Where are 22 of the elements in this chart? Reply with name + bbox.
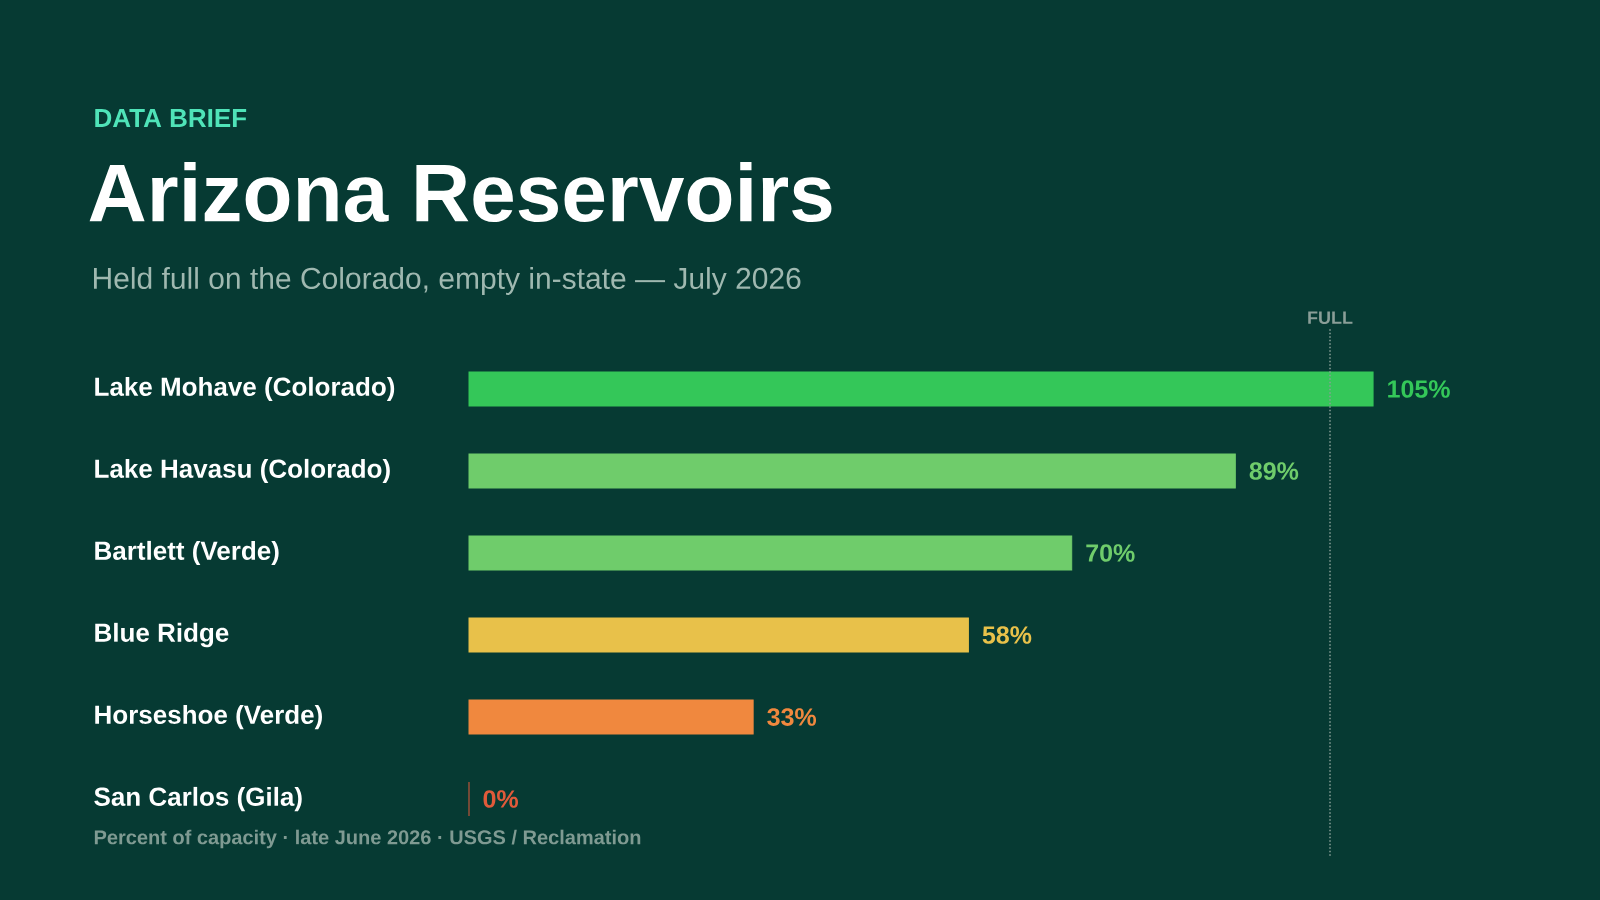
data-label: 70% [1086, 544, 1135, 562]
y-tick-label: Blue Ridge [95, 622, 229, 648]
bar [468, 453, 1236, 489]
y-tick-label: Lake Havasu (Colorado) [95, 458, 390, 484]
data-label: 89% [1249, 462, 1299, 480]
data-label: 58% [982, 626, 1032, 644]
y-tick-label: Lake Mohave (Colorado) [95, 376, 395, 402]
text: DATA BRIEF [95, 109, 247, 127]
chart-subtitle: Held full on the Colorado, empty in-state — July 2026 [94, 267, 801, 295]
data-label: 105% [1388, 380, 1450, 398]
y-tick-label: Horseshoe (Verde) [95, 704, 322, 730]
y-tick-label: Bartlett (Verde) [95, 540, 279, 566]
data-label: 33% [767, 708, 817, 726]
bar [468, 617, 969, 653]
chart-title: Arizona Reservoirs [89, 161, 832, 223]
bar [468, 699, 754, 735]
ref-line-label: FULL [1308, 311, 1353, 324]
bar [468, 535, 1073, 571]
y-tick-label: San Carlos (Gila) [94, 786, 302, 812]
bar [468, 371, 1374, 407]
data-label: 0% [483, 790, 518, 808]
annotation: Percent of capacity · late June 2026 · USGS / Reclamation [94, 829, 641, 849]
